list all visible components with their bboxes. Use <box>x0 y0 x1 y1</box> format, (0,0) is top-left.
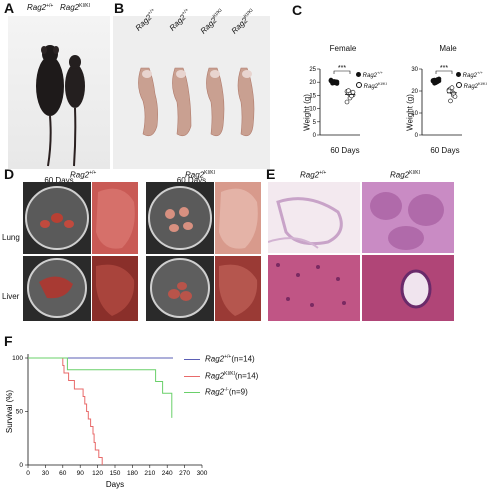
sig-bracket <box>333 70 351 74</box>
data-point <box>446 88 452 94</box>
sig-label: *** <box>338 65 346 72</box>
data-point <box>449 85 455 91</box>
legend-n: (n=9) <box>228 387 248 397</box>
data-point <box>448 98 453 104</box>
legend-swatch <box>184 375 200 377</box>
liver-wt-closeup-photo <box>92 256 138 321</box>
legend-genotype: KI/KI <box>224 370 235 377</box>
y-tick-label: 5 <box>313 120 317 126</box>
survival-line <box>28 357 103 465</box>
y-tick-label: 15 <box>309 93 316 99</box>
y-tick-label: 0 <box>415 133 419 139</box>
x-tick-label: 60 <box>59 470 67 477</box>
survival-axes: 0 50 100 0 30 60 90 120 150 180 210 240 270 300 Days Su… <box>5 354 208 489</box>
female-legend: Rag2+/+ Rag2KI/KI <box>356 69 387 91</box>
panel-label-c: C <box>292 2 303 18</box>
legend-gene: Rag2 <box>205 371 225 381</box>
legend-gene: Rag2 <box>205 354 225 364</box>
y-tick-label: 25 <box>309 67 316 73</box>
panel-label-b: B <box>114 0 125 16</box>
panel-d-row-liver: Liver <box>2 292 20 301</box>
male-xcaption: 60 Days <box>430 146 460 155</box>
legend-item: Rag2+/+(n=14) <box>184 350 258 367</box>
data-point <box>344 99 350 105</box>
panel-label-e: E <box>266 166 276 182</box>
x-tick-label: 120 <box>92 470 103 477</box>
histology-lung-ki <box>362 182 454 253</box>
y-tick-label: 0 <box>313 133 317 139</box>
panel-d-row-lung: Lung <box>2 233 20 242</box>
y-tick-label: 50 <box>16 409 24 416</box>
female-xcaption: 60 Days <box>330 146 360 155</box>
x-tick-label: 90 <box>77 470 85 477</box>
x-tick-label: 270 <box>179 470 190 477</box>
survival-legend: Rag2+/+(n=14) Rag2KI/KI(n=14) Rag2-/-(n=9) <box>184 350 258 400</box>
lung-ki-dish-photo <box>146 182 214 254</box>
mice-photo <box>8 16 110 169</box>
lung-ki-closeup-photo <box>215 182 261 254</box>
y-tick-label: 0 <box>19 462 23 469</box>
x-axis-label: Days <box>106 480 124 489</box>
x-tick-label: 240 <box>162 470 173 477</box>
histology-lung-wt <box>268 182 360 253</box>
y-tick-label: 100 <box>12 355 23 362</box>
liver-wt-dish-photo <box>23 256 91 321</box>
legend-swatch <box>184 359 200 361</box>
y-tick-label: 10 <box>411 111 418 117</box>
x-tick-label: 30 <box>42 470 50 477</box>
histology-liver-ki <box>362 255 454 321</box>
legend-item: Rag2KI/KI(n=14) <box>184 367 258 384</box>
liver-ki-closeup-photo <box>215 256 261 321</box>
panel-a-genotype-1: Rag2+/+ <box>27 3 54 12</box>
survival-chart: 0 50 100 0 30 60 90 120 150 180 210 240 270 300 Days Su… <box>5 354 208 489</box>
y-axis-label: Survival (%) <box>5 390 14 433</box>
panel-label-f: F <box>4 333 13 349</box>
panel-e-col1-title: Rag2+/+ <box>300 170 327 180</box>
panel-label-a: A <box>4 0 15 16</box>
y-tick-label: 20 <box>309 80 316 86</box>
y-tick-label: 10 <box>309 107 316 113</box>
x-tick-label: 300 <box>197 470 208 477</box>
survival-lines <box>28 357 173 465</box>
survival-line <box>28 357 173 418</box>
legend-n: (n=14) <box>234 371 259 381</box>
legend-gene: Rag2 <box>205 387 225 397</box>
panel-d-col1-title: Rag2+/+ <box>70 170 97 180</box>
weight-charts: 0 5 10 15 20 25 *** 0 10 20 30 *** <box>309 65 462 139</box>
panel-d-col2-title: Rag2KI/KI <box>185 170 215 180</box>
x-tick-label: 180 <box>127 470 138 477</box>
histology-liver-wt <box>268 255 360 321</box>
male-ylabel: Weight (g) <box>405 94 415 131</box>
female-weight-chart: 0 5 10 15 20 25 *** <box>309 65 360 139</box>
male-legend: Rag2+/+ Rag2KI/KI <box>456 69 487 91</box>
x-tick-label: 210 <box>144 470 155 477</box>
lung-wt-dish-photo <box>23 182 91 254</box>
legend-genotype: +/+ <box>224 354 232 360</box>
legend-n: (n=14) <box>231 354 255 364</box>
female-title: Female <box>329 44 357 53</box>
x-tick-label: 0 <box>26 470 30 477</box>
lung-wt-closeup-photo <box>92 182 138 254</box>
y-tick-label: 30 <box>411 67 418 73</box>
x-tick-label: 150 <box>110 470 121 477</box>
liver-ki-dish-photo <box>146 256 214 321</box>
panel-e-col2-title: Rag2KI/KI <box>390 170 420 180</box>
panel-b-caption: 60 Days <box>176 176 207 185</box>
male-title: Male <box>439 44 457 53</box>
y-tick-label: 20 <box>411 89 418 95</box>
sig-bracket <box>435 70 453 74</box>
panel-a-caption: 60 Days <box>44 176 74 185</box>
female-ylabel: Weight (g) <box>302 94 312 131</box>
panel-a-genotype-2: Rag2KI/KI <box>60 3 90 12</box>
legend-genotype: -/- <box>224 387 229 394</box>
legend-item: Rag2-/-(n=9) <box>184 383 258 400</box>
legend-swatch <box>184 392 200 394</box>
male-weight-chart: 0 10 20 30 *** <box>411 65 462 139</box>
data-point <box>350 89 356 95</box>
sig-label: *** <box>440 65 448 72</box>
tissue-photo <box>113 16 270 169</box>
panel-label-d: D <box>4 166 15 182</box>
